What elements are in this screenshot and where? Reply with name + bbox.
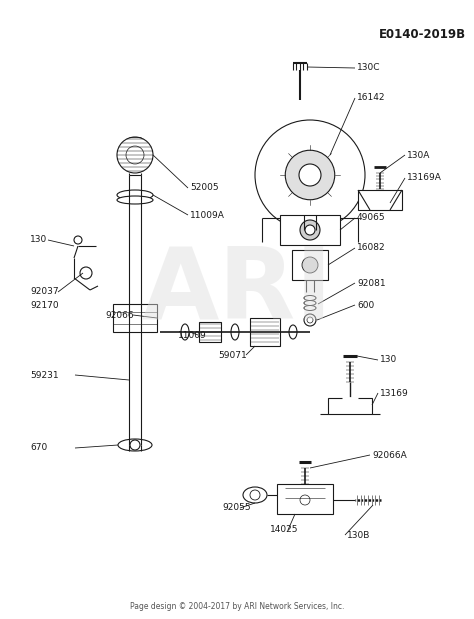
Text: 670: 670 [30,443,47,452]
Text: 52005: 52005 [190,183,219,193]
Text: ARI: ARI [141,243,333,339]
Circle shape [300,220,320,240]
Text: 59071: 59071 [218,350,247,360]
Text: 16082: 16082 [357,243,386,253]
Circle shape [80,267,92,279]
Text: 13169: 13169 [380,389,409,397]
Circle shape [117,137,153,173]
Text: 130C: 130C [357,64,381,72]
Circle shape [255,120,365,230]
Ellipse shape [181,324,189,340]
FancyBboxPatch shape [277,484,333,514]
Circle shape [299,164,321,186]
Text: 92055: 92055 [222,503,251,513]
Text: 49065: 49065 [357,214,386,222]
FancyBboxPatch shape [113,304,157,332]
Text: 130: 130 [30,235,47,245]
Ellipse shape [243,487,267,503]
Text: 92081: 92081 [357,279,386,287]
Ellipse shape [231,324,239,340]
Text: 11009: 11009 [178,331,207,339]
Circle shape [130,440,140,450]
FancyBboxPatch shape [280,215,340,245]
Text: Page design © 2004-2017 by ARI Network Services, Inc.: Page design © 2004-2017 by ARI Network S… [130,602,344,611]
Circle shape [74,236,82,244]
Ellipse shape [304,306,316,311]
Text: 92170: 92170 [30,301,59,311]
Text: 130B: 130B [347,530,370,540]
Text: 130: 130 [380,355,397,365]
Circle shape [300,495,310,505]
Text: 92066: 92066 [105,311,134,319]
FancyBboxPatch shape [199,322,221,342]
Ellipse shape [117,196,153,204]
Text: 59231: 59231 [30,371,59,379]
Ellipse shape [117,190,153,200]
FancyBboxPatch shape [250,318,280,346]
Text: 130A: 130A [407,150,430,160]
Ellipse shape [289,325,297,339]
Circle shape [250,490,260,500]
Circle shape [305,225,315,235]
FancyBboxPatch shape [328,398,372,414]
Circle shape [285,150,335,200]
Text: E0140-2019B: E0140-2019B [379,28,466,41]
Text: 13169A: 13169A [407,173,442,183]
Text: 11009A: 11009A [190,210,225,220]
Ellipse shape [118,439,152,451]
Text: 92066A: 92066A [372,451,407,459]
Text: 92037: 92037 [30,287,59,297]
FancyBboxPatch shape [358,190,402,210]
Circle shape [304,314,316,326]
Circle shape [307,317,313,323]
Text: 600: 600 [357,300,374,310]
Text: 14025: 14025 [270,526,299,534]
Ellipse shape [304,295,316,300]
Circle shape [302,257,318,273]
Ellipse shape [304,300,316,306]
Circle shape [126,146,144,164]
Text: 16142: 16142 [357,93,385,103]
FancyBboxPatch shape [292,250,328,280]
